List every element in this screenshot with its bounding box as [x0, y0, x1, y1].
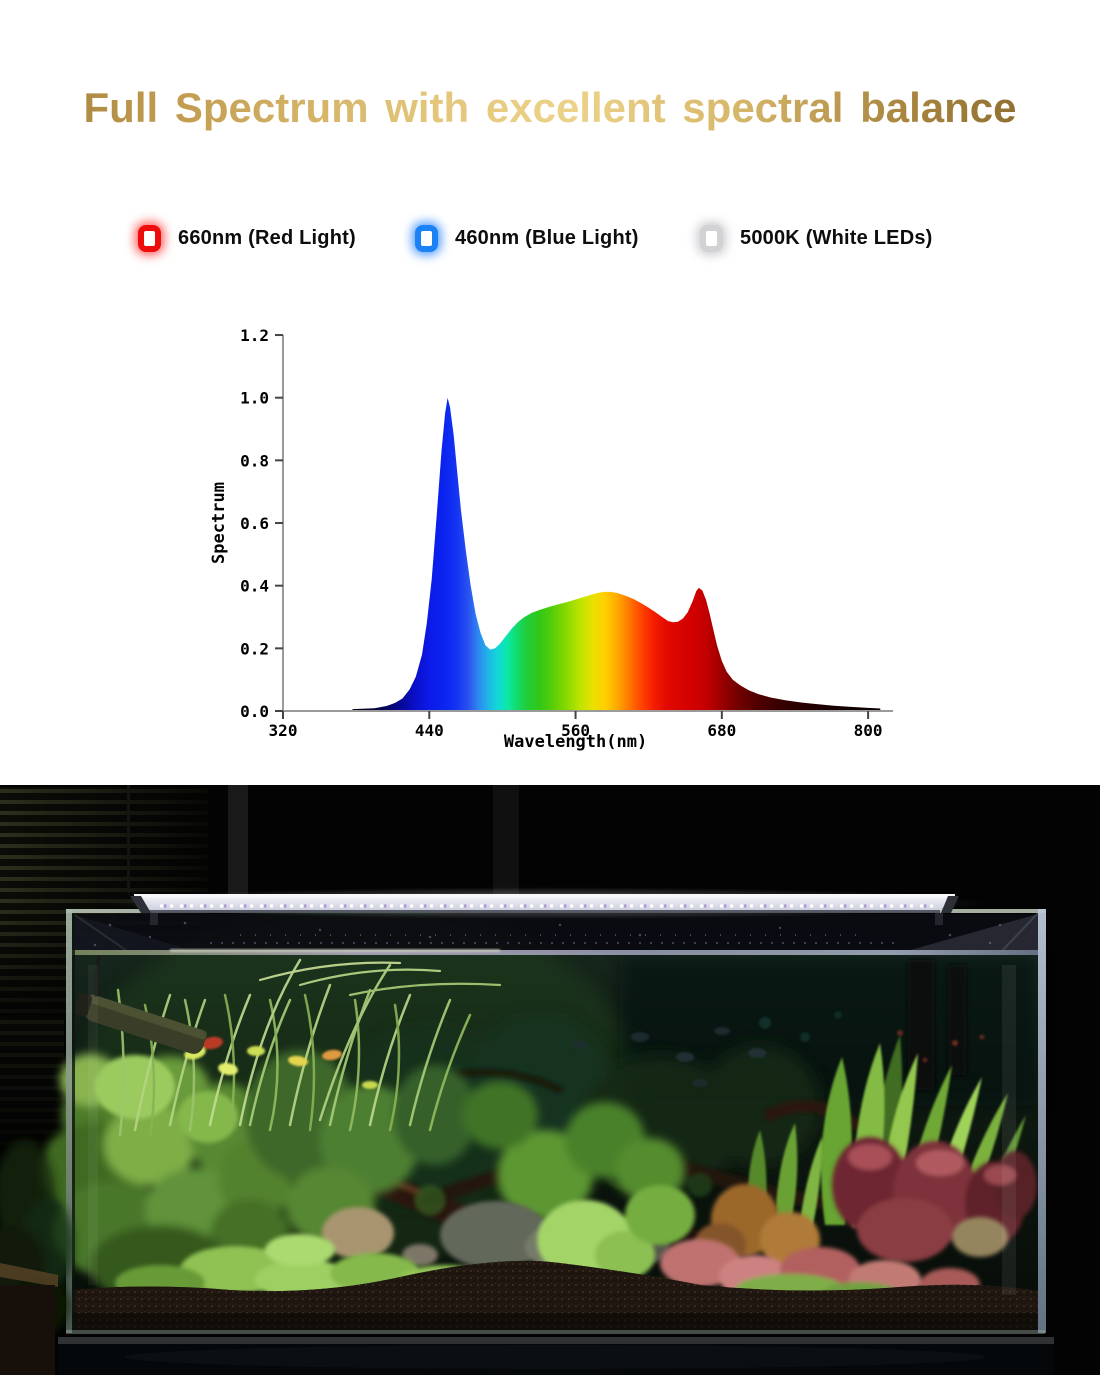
- stand-pole-2: [493, 785, 519, 905]
- spectrum-legend: 660nm (Red Light) 460nm (Blue Light) 500…: [0, 220, 1100, 260]
- svg-text:800: 800: [854, 721, 883, 740]
- red-led-icon: [138, 224, 161, 252]
- blue-led-icon: [415, 224, 438, 252]
- waterline: [72, 949, 1038, 955]
- red-plants: [832, 1137, 1037, 1262]
- svg-text:0.8: 0.8: [240, 451, 269, 470]
- svg-text:0.4: 0.4: [240, 577, 269, 596]
- svg-text:0.6: 0.6: [240, 514, 269, 533]
- aquarium-photo-svg: [0, 785, 1100, 1375]
- svg-text:440: 440: [415, 721, 444, 740]
- led-light-bar: [105, 887, 985, 925]
- legend-item-blue: 460nm (Blue Light): [415, 220, 639, 256]
- svg-text:560: 560: [561, 721, 590, 740]
- spectrum-curve: [352, 397, 881, 711]
- spectrum-chart: 320 440 560 680 800 0.0 0.2 0.4 0.6 0.8 1.0 1.2 Spec…: [0, 300, 1100, 770]
- svg-text:Spectrum: Spectrum: [209, 482, 229, 564]
- spectrum-chart-svg: 320 440 560 680 800 0.0 0.2 0.4 0.6 0.8 1.0 1.2 Spec…: [209, 326, 893, 752]
- aquarium-photo: [0, 785, 1100, 1375]
- tank-air-gap: [71, 912, 1039, 954]
- svg-text:0.2: 0.2: [240, 639, 269, 658]
- outside-left-silhouettes: [0, 1140, 74, 1375]
- chart-axes: [275, 334, 893, 719]
- center-plants: [462, 1081, 685, 1220]
- svg-text:Wavelength(nm): Wavelength(nm): [504, 732, 647, 752]
- svg-text:320: 320: [269, 721, 298, 740]
- white-led-icon: [700, 224, 723, 252]
- svg-text:0.0: 0.0: [240, 702, 269, 721]
- svg-text:1.2: 1.2: [240, 326, 269, 345]
- gravel-substrate: [72, 1260, 1038, 1330]
- legend-label-blue: 460nm (Blue Light): [455, 226, 639, 249]
- legend-item-red: 660nm (Red Light): [138, 220, 356, 256]
- fish: [184, 1027, 985, 1089]
- svg-text:1.0: 1.0: [240, 389, 269, 408]
- page-title: Full Spectrum with excellent spectral ba…: [0, 84, 1100, 132]
- stand-pole: [228, 785, 248, 913]
- chart-axis-labels: 320 440 560 680 800 0.0 0.2 0.4 0.6 0.8 1.0 1.2 Spec…: [209, 326, 883, 752]
- svg-text:680: 680: [707, 721, 736, 740]
- floor-reflection: [58, 1344, 1054, 1375]
- legend-label-red: 660nm (Red Light): [178, 226, 356, 249]
- legend-label-white: 5000K (White LEDs): [740, 226, 933, 249]
- legend-item-white: 5000K (White LEDs): [700, 220, 933, 256]
- grass-strands: [116, 958, 502, 1137]
